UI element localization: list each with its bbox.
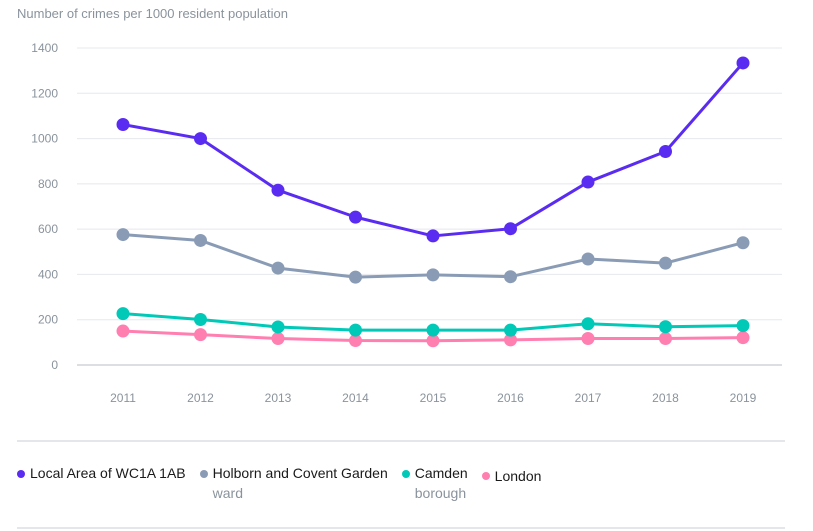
data-point: [116, 118, 130, 132]
y-tick-label: 1400: [31, 41, 58, 55]
x-tick-label: 2012: [187, 391, 214, 405]
legend-sublabel: borough: [414, 485, 467, 501]
legend-label: London: [494, 468, 542, 484]
legend-label: Camden: [414, 465, 468, 481]
data-point: [504, 270, 517, 284]
data-point: [736, 236, 750, 250]
data-point: [349, 334, 362, 348]
x-tick-label: 2017: [575, 391, 602, 405]
legend-dot-icon: [17, 470, 25, 478]
x-tick-label: 2014: [342, 391, 369, 405]
y-tick-label: 400: [38, 267, 58, 281]
data-point: [736, 56, 750, 70]
data-point: [349, 210, 362, 224]
legend-bottom-divider: [17, 527, 785, 529]
y-tick-label: 1200: [31, 86, 58, 100]
data-point: [116, 324, 130, 338]
data-point: [659, 320, 672, 334]
data-point: [116, 228, 130, 242]
data-point: [194, 312, 207, 326]
y-tick-label: 200: [38, 313, 58, 327]
data-point: [194, 233, 207, 247]
y-tick-label: 1000: [31, 132, 58, 146]
data-point: [426, 229, 440, 243]
data-point: [271, 332, 285, 346]
series-line: [122, 61, 745, 238]
legend-item: Local Area of WC1A 1AB: [17, 463, 186, 503]
data-point: [504, 222, 517, 236]
data-point: [581, 332, 595, 346]
legend-dot-icon: [401, 470, 410, 478]
data-point: [659, 144, 672, 158]
data-point: [581, 317, 595, 331]
data-point: [426, 334, 440, 348]
data-point: [349, 270, 362, 284]
y-tick-label: 600: [38, 222, 58, 236]
legend-dot-icon: [199, 470, 208, 478]
data-point: [659, 256, 672, 270]
data-point: [194, 328, 207, 342]
data-point: [581, 252, 595, 266]
legend-item: Camden borough: [401, 463, 468, 503]
data-point: [736, 319, 750, 333]
legend-dot-icon: [481, 472, 490, 480]
data-point: [271, 320, 285, 334]
data-point: [736, 331, 750, 345]
y-tick-label: 800: [38, 177, 58, 191]
legend: Local Area of WC1A 1AB Holborn and Covent…: [17, 463, 555, 503]
data-point: [116, 307, 130, 321]
data-point: [504, 333, 517, 347]
data-point: [194, 132, 207, 146]
legend-label: Holborn and Covent Garden: [212, 465, 388, 481]
y-axis-label: Number of crimes per 1000 resident popul…: [17, 6, 288, 21]
data-point: [271, 261, 285, 275]
data-point: [504, 323, 517, 337]
legend-item: Holborn and Covent Garden ward: [199, 463, 388, 503]
x-tick-label: 2013: [265, 391, 292, 405]
data-point: [581, 175, 595, 189]
data-point: [271, 183, 285, 197]
y-tick-label: 0: [51, 358, 58, 372]
x-tick-label: 2011: [110, 391, 136, 405]
legend-item: London: [481, 463, 542, 503]
x-tick-label: 2016: [497, 391, 524, 405]
data-point: [426, 323, 440, 337]
data-point: [349, 323, 362, 337]
x-tick-label: 2015: [420, 391, 447, 405]
x-tick-label: 2019: [730, 391, 757, 405]
legend-label: Local Area of WC1A 1AB: [30, 465, 186, 481]
line-chart: 0 200 400 600 800 1000 1200 1400 2011 2012 2013 201…: [31, 41, 782, 405]
data-point: [426, 268, 440, 282]
data-point: [659, 332, 672, 346]
x-tick-label: 2018: [652, 391, 679, 405]
legend-top-divider: [17, 440, 785, 442]
legend-sublabel: ward: [212, 485, 243, 501]
